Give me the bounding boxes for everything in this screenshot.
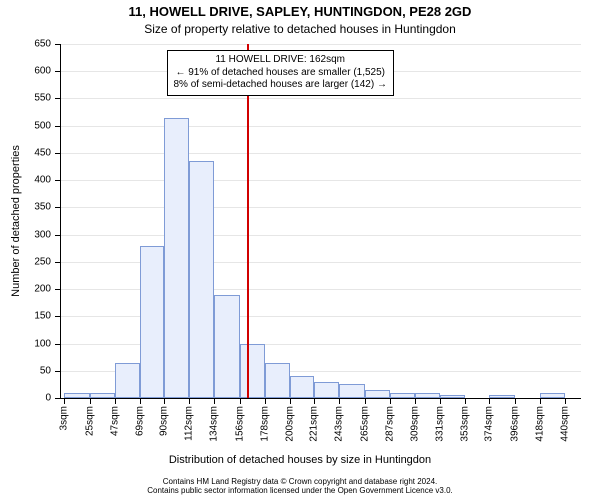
histogram-bar (265, 363, 290, 398)
chart-root: 11, HOWELL DRIVE, SAPLEY, HUNTINGDON, PE… (0, 0, 600, 500)
plot-area: 0501001502002503003504004505005506006503… (60, 44, 581, 399)
xtick-mark (365, 398, 366, 404)
annotation-line: ← 91% of detached houses are smaller (1,… (174, 67, 387, 80)
xtick-label: 90sqm (159, 406, 170, 436)
xtick-label: 353sqm (460, 406, 471, 442)
xtick-label: 156sqm (234, 406, 245, 442)
ytick-label: 600 (34, 66, 61, 77)
xtick-label: 134sqm (209, 406, 220, 442)
histogram-bar (164, 118, 189, 398)
gridline-h (61, 180, 581, 181)
credits-line: Contains HM Land Registry data © Crown c… (0, 477, 600, 487)
xtick-mark (489, 398, 490, 404)
xtick-mark (164, 398, 165, 404)
ytick-label: 250 (34, 256, 61, 267)
annotation-box: 11 HOWELL DRIVE: 162sqm← 91% of detached… (167, 50, 394, 96)
histogram-bar (339, 384, 364, 398)
histogram-bar (489, 395, 514, 398)
histogram-bar (290, 376, 314, 398)
gridline-h (61, 289, 581, 290)
credits-block: Contains HM Land Registry data © Crown c… (0, 477, 600, 496)
xtick-mark (189, 398, 190, 404)
xtick-mark (115, 398, 116, 404)
xtick-label: 25sqm (84, 406, 95, 436)
histogram-bar (214, 295, 239, 398)
annotation-line: 11 HOWELL DRIVE: 162sqm (174, 54, 387, 67)
xtick-mark (90, 398, 91, 404)
xtick-label: 396sqm (509, 406, 520, 442)
xtick-label: 200sqm (285, 406, 296, 442)
xtick-label: 3sqm (59, 406, 70, 430)
xtick-mark (64, 398, 65, 404)
ytick-label: 550 (34, 93, 61, 104)
ytick-label: 650 (34, 39, 61, 50)
gridline-h (61, 126, 581, 127)
credits-line: Contains public sector information licen… (0, 486, 600, 496)
gridline-h (61, 44, 581, 45)
histogram-bar (189, 161, 214, 398)
chart-title-main: 11, HOWELL DRIVE, SAPLEY, HUNTINGDON, PE… (0, 4, 600, 19)
ytick-label: 350 (34, 202, 61, 213)
xtick-label: 47sqm (109, 406, 120, 436)
histogram-bar (314, 382, 339, 398)
reference-line (247, 44, 249, 398)
xtick-mark (565, 398, 566, 404)
xtick-label: 331sqm (435, 406, 446, 442)
ytick-label: 150 (34, 311, 61, 322)
gridline-h (61, 262, 581, 263)
xtick-mark (314, 398, 315, 404)
xtick-label: 112sqm (184, 406, 195, 441)
x-axis-label: Distribution of detached houses by size … (0, 454, 600, 466)
xtick-mark (440, 398, 441, 404)
gridline-h (61, 98, 581, 99)
ytick-label: 300 (34, 229, 61, 240)
xtick-label: 221sqm (309, 406, 320, 442)
xtick-mark (415, 398, 416, 404)
ytick-label: 400 (34, 175, 61, 186)
xtick-label: 178sqm (259, 406, 270, 442)
ytick-label: 200 (34, 284, 61, 295)
gridline-h (61, 235, 581, 236)
xtick-label: 374sqm (484, 406, 495, 442)
xtick-label: 69sqm (135, 406, 146, 436)
ytick-label: 500 (34, 120, 61, 131)
histogram-bar (540, 393, 565, 398)
xtick-mark (140, 398, 141, 404)
xtick-label: 309sqm (409, 406, 420, 442)
gridline-h (61, 153, 581, 154)
histogram-bar (440, 395, 465, 398)
gridline-h (61, 316, 581, 317)
xtick-mark (339, 398, 340, 404)
histogram-bar (115, 363, 140, 398)
xtick-label: 418sqm (534, 406, 545, 442)
gridline-h (61, 207, 581, 208)
histogram-bar (365, 390, 390, 398)
xtick-mark (290, 398, 291, 404)
histogram-bar (390, 393, 415, 398)
histogram-bar (415, 393, 440, 398)
xtick-label: 287sqm (384, 406, 395, 442)
xtick-mark (390, 398, 391, 404)
ytick-label: 450 (34, 147, 61, 158)
annotation-line: 8% of semi-detached houses are larger (1… (174, 79, 387, 92)
ytick-label: 0 (45, 393, 61, 404)
xtick-label: 265sqm (359, 406, 370, 442)
chart-title-sub: Size of property relative to detached ho… (0, 22, 600, 36)
histogram-bar (64, 393, 89, 398)
ytick-label: 100 (34, 338, 61, 349)
xtick-mark (265, 398, 266, 404)
histogram-bar (140, 246, 164, 398)
gridline-h (61, 344, 581, 345)
histogram-bar (90, 393, 115, 398)
xtick-mark (214, 398, 215, 404)
xtick-label: 243sqm (334, 406, 345, 442)
xtick-mark (465, 398, 466, 404)
ytick-label: 50 (40, 365, 61, 376)
xtick-mark (540, 398, 541, 404)
xtick-mark (515, 398, 516, 404)
y-axis-label: Number of detached properties (10, 145, 22, 297)
xtick-label: 440sqm (559, 406, 570, 442)
histogram-bar (240, 344, 265, 398)
xtick-mark (240, 398, 241, 404)
